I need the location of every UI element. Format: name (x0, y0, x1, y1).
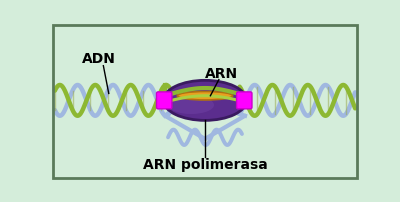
FancyBboxPatch shape (236, 93, 252, 109)
Text: ARN polimerasa: ARN polimerasa (143, 158, 267, 171)
Ellipse shape (168, 97, 214, 114)
Ellipse shape (164, 81, 246, 121)
Text: ADN: ADN (82, 52, 116, 66)
FancyBboxPatch shape (156, 93, 172, 109)
Ellipse shape (177, 92, 233, 100)
Text: ARN: ARN (205, 67, 238, 81)
